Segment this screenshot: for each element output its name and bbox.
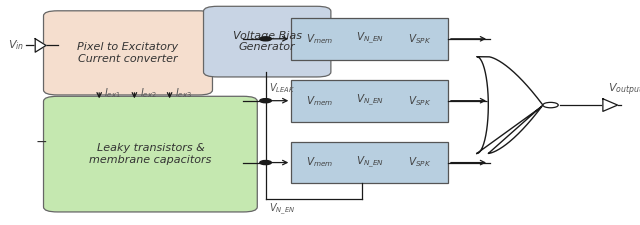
Text: V$_{in}$: V$_{in}$ <box>8 38 24 52</box>
Text: Leaky transistors &
membrane capacitors: Leaky transistors & membrane capacitors <box>89 143 212 165</box>
Text: V$_{N\_EN}$: V$_{N\_EN}$ <box>269 202 296 217</box>
FancyBboxPatch shape <box>204 6 331 77</box>
Text: I$_{ex2}$: I$_{ex2}$ <box>140 86 156 100</box>
Text: I$_{ex3}$: I$_{ex3}$ <box>175 86 192 100</box>
Circle shape <box>543 102 558 108</box>
FancyBboxPatch shape <box>44 96 257 212</box>
Text: V$_{mem}$: V$_{mem}$ <box>306 32 333 46</box>
FancyBboxPatch shape <box>44 11 212 95</box>
Text: V$_{mem}$: V$_{mem}$ <box>306 156 333 169</box>
Text: V$_{SPK}$: V$_{SPK}$ <box>408 32 431 46</box>
Polygon shape <box>35 39 46 52</box>
Text: V$_{SPK}$: V$_{SPK}$ <box>408 156 431 169</box>
Circle shape <box>260 161 271 165</box>
Text: V$_{output}$: V$_{output}$ <box>608 81 640 97</box>
Text: Voltage Bias
Generator: Voltage Bias Generator <box>233 31 301 52</box>
Text: V$_{N\_EN}$: V$_{N\_EN}$ <box>356 155 383 170</box>
Circle shape <box>260 99 271 103</box>
Text: Pixel to Excitatory
Current converter: Pixel to Excitatory Current converter <box>77 42 179 64</box>
Text: V$_{LEAK}$: V$_{LEAK}$ <box>269 81 296 95</box>
Text: V$_{SPK}$: V$_{SPK}$ <box>408 94 431 108</box>
Circle shape <box>260 37 271 41</box>
Text: V$_{mem}$: V$_{mem}$ <box>306 94 333 108</box>
Bar <box>291 18 448 60</box>
Bar <box>291 142 448 183</box>
Text: −: − <box>36 134 47 148</box>
Text: I$_{ex1}$: I$_{ex1}$ <box>104 86 121 100</box>
Text: V$_{N\_EN}$: V$_{N\_EN}$ <box>356 93 383 108</box>
Polygon shape <box>477 57 543 153</box>
Text: V$_{N\_EN}$: V$_{N\_EN}$ <box>356 31 383 46</box>
Bar <box>291 80 448 122</box>
Polygon shape <box>603 99 618 111</box>
